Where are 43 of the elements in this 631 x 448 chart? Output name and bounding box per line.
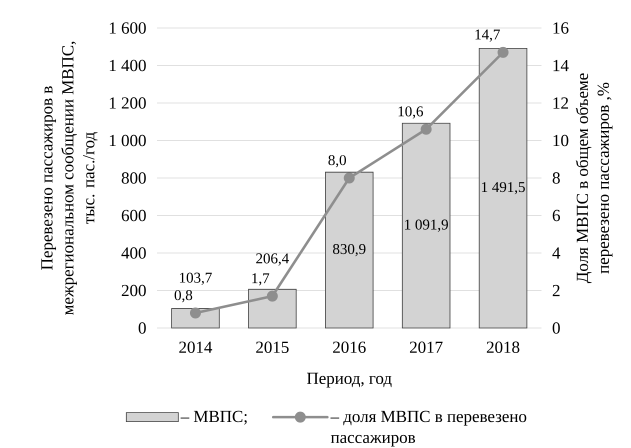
y2-axis-title: Доля МВПС в общем объеме перевезено пассажиров ,% [576, 73, 612, 284]
y-tick-label: 800 [122, 172, 146, 184]
data-label: 830,9 [333, 244, 366, 256]
point [344, 172, 355, 184]
data-label: 10,6 [398, 106, 424, 119]
x-axis-title: Период, год [307, 372, 392, 388]
y2-tick-label: 16 [554, 22, 568, 34]
data-label: 1,7 [252, 273, 270, 286]
y-tick-label: 600 [122, 210, 146, 222]
data-label: 8,0 [328, 155, 346, 168]
y-tick-label: 1 400 [110, 60, 146, 72]
y2-tick-label: 4 [552, 247, 560, 259]
data-label: 1 091,9 [405, 220, 448, 232]
point [420, 124, 432, 135]
point [498, 46, 509, 58]
x-tick-label: 2016 [333, 342, 366, 353]
data-label: 14,7 [476, 30, 500, 42]
point [266, 290, 278, 302]
data-label: 1 491,5 [482, 182, 525, 194]
y-tick-label: 1 600 [110, 22, 146, 34]
y-tick-label: 1 000 [110, 134, 146, 146]
y2-tick-label: 10 [554, 134, 568, 146]
y2-tick-label: 2 [552, 284, 560, 296]
y-tick-label: 0 [138, 322, 146, 334]
y-axis-title: Перевезено пассажиров в межрегиональном сообщении МВПС, тыс. пас./год [41, 42, 98, 315]
point [190, 308, 201, 318]
data-label: 0,8 [174, 290, 192, 302]
y-tick-label: 400 [121, 247, 146, 259]
y-tick-label: 1 200 [110, 97, 146, 109]
y2-tick-label: 14 [554, 60, 569, 72]
x-tick-label: 2017 [410, 342, 443, 353]
x-tick-label: 2018 [486, 342, 520, 353]
y2-tick-label: 12 [554, 97, 568, 109]
data-label: 206,4 [256, 253, 289, 266]
x-tick-label: 2015 [256, 342, 289, 353]
x-tick-label: 2014 [179, 342, 212, 353]
legend-label: – доля МВПС в перевезено пассажиров [330, 410, 526, 447]
legend-label: – МВПС; [180, 410, 247, 425]
y2-tick-label: 0 [552, 322, 560, 334]
y2-tick-label: 8 [552, 172, 560, 184]
data-label: 103,7 [180, 272, 212, 285]
y-tick-label: 200 [122, 284, 146, 296]
y2-tick-label: 6 [552, 210, 560, 222]
